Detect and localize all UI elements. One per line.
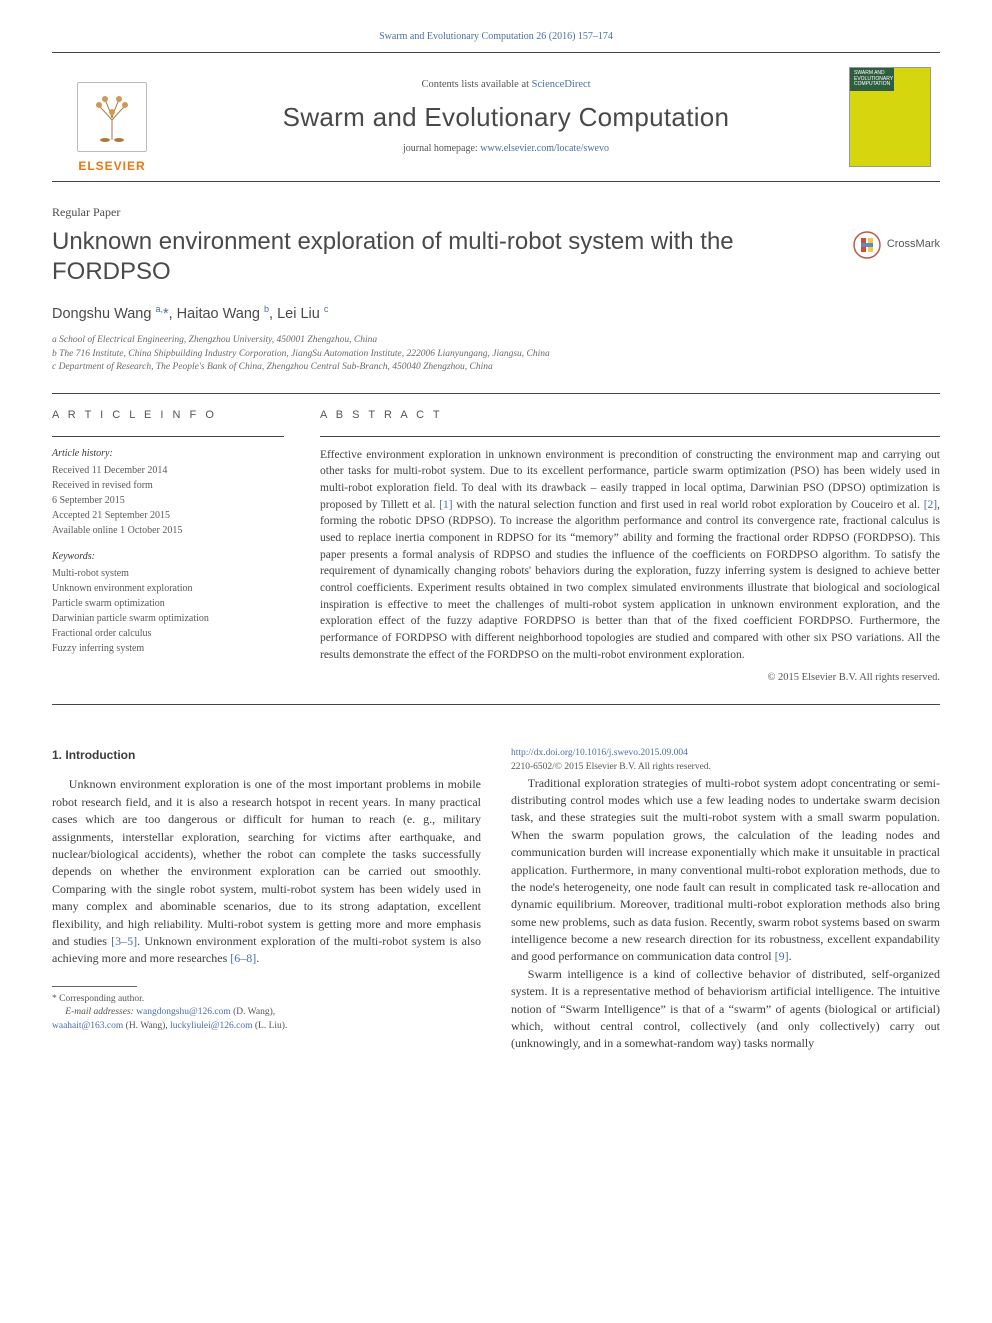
rule-abs bbox=[320, 436, 940, 437]
contents-line: Contents lists available at ScienceDirec… bbox=[172, 78, 840, 93]
section-number: 1. bbox=[52, 748, 62, 762]
history-item: Received 11 December 2014 bbox=[52, 463, 284, 478]
keyword: Unknown environment exploration bbox=[52, 581, 284, 596]
abstract-copyright: © 2015 Elsevier B.V. All rights reserved… bbox=[320, 671, 940, 686]
masthead-center: Contents lists available at ScienceDirec… bbox=[172, 53, 840, 181]
crossmark-label: CrossMark bbox=[887, 237, 940, 252]
affiliations: a School of Electrical Engineering, Zhen… bbox=[52, 334, 940, 375]
abstract-col: A B S T R A C T Effective environment ex… bbox=[320, 408, 940, 686]
abstract-text: Effective environment exploration in unk… bbox=[320, 447, 940, 664]
doi-link[interactable]: http://dx.doi.org/10.1016/j.swevo.2015.0… bbox=[511, 748, 688, 758]
email-who: (L. Liu) bbox=[255, 1021, 285, 1031]
body-columns: 1. Introduction Unknown environment expl… bbox=[52, 747, 940, 1053]
publisher-block: ELSEVIER bbox=[52, 53, 172, 181]
email-who: (H. Wang) bbox=[126, 1021, 166, 1031]
corresponding-footnote: * Corresponding author. E-mail addresses… bbox=[52, 993, 481, 1034]
body-para: Traditional exploration strategies of mu… bbox=[511, 775, 940, 966]
info-row: A R T I C L E I N F O Article history: R… bbox=[52, 394, 940, 704]
keyword: Multi-robot system bbox=[52, 566, 284, 581]
cover-thumbnail: SWARM AND EVOLUTIONARY COMPUTATION bbox=[849, 67, 931, 167]
author-line: Dongshu Wang a,*, Haitao Wang b, Lei Liu… bbox=[52, 303, 940, 324]
email-who: (D. Wang) bbox=[233, 1007, 273, 1017]
email-link[interactable]: wangdongshu@126.com bbox=[136, 1007, 231, 1017]
footnote-separator bbox=[52, 986, 137, 987]
section-heading: 1. Introduction bbox=[52, 747, 481, 764]
history-label: Article history: bbox=[52, 447, 284, 461]
affiliation: c Department of Research, The People's B… bbox=[52, 361, 940, 375]
history-item: Available online 1 October 2015 bbox=[52, 523, 284, 538]
publisher-name: ELSEVIER bbox=[78, 158, 145, 175]
keyword: Darwinian particle swarm optimization bbox=[52, 611, 284, 626]
history-item: Received in revised form bbox=[52, 478, 284, 493]
corr-label: * Corresponding author. bbox=[52, 993, 481, 1007]
journal-cover: SWARM AND EVOLUTIONARY COMPUTATION bbox=[840, 53, 940, 181]
email-label: E-mail addresses: bbox=[65, 1007, 134, 1017]
homepage-prefix: journal homepage: bbox=[403, 143, 480, 154]
body-para: Unknown environment exploration is one o… bbox=[52, 776, 481, 967]
journal-citation: Swarm and Evolutionary Computation 26 (2… bbox=[52, 30, 940, 44]
affiliation: a School of Electrical Engineering, Zhen… bbox=[52, 334, 940, 348]
rule-ai bbox=[52, 436, 284, 437]
history-list: Received 11 December 2014 Received in re… bbox=[52, 463, 284, 538]
abstract-heading: A B S T R A C T bbox=[320, 408, 940, 423]
body-para: Swarm intelligence is a kind of collecti… bbox=[511, 966, 940, 1053]
homepage-link[interactable]: www.elsevier.com/locate/swevo bbox=[480, 143, 609, 154]
publisher-tree-icon bbox=[77, 82, 147, 152]
article-info-heading: A R T I C L E I N F O bbox=[52, 408, 284, 423]
doi-block: http://dx.doi.org/10.1016/j.swevo.2015.0… bbox=[511, 747, 940, 775]
issn-line: 2210-6502/© 2015 Elsevier B.V. All right… bbox=[511, 762, 711, 772]
keywords-list: Multi-robot system Unknown environment e… bbox=[52, 566, 284, 656]
journal-title: Swarm and Evolutionary Computation bbox=[172, 99, 840, 135]
article-title: Unknown environment exploration of multi… bbox=[52, 227, 792, 287]
sciencedirect-link[interactable]: ScienceDirect bbox=[532, 79, 591, 90]
keyword: Particle swarm optimization bbox=[52, 596, 284, 611]
rule-bottom bbox=[52, 704, 940, 705]
history-item: Accepted 21 September 2015 bbox=[52, 508, 284, 523]
cover-strip: SWARM AND EVOLUTIONARY COMPUTATION bbox=[850, 68, 894, 91]
homepage-line: journal homepage: www.elsevier.com/locat… bbox=[172, 142, 840, 156]
section-title: Introduction bbox=[65, 748, 135, 762]
contents-prefix: Contents lists available at bbox=[421, 79, 531, 90]
article-type: Regular Paper bbox=[52, 204, 940, 221]
keyword: Fuzzy inferring system bbox=[52, 641, 284, 656]
crossmark-icon bbox=[853, 231, 881, 259]
email-link[interactable]: waahait@163.com bbox=[52, 1021, 123, 1031]
crossmark-badge[interactable]: CrossMark bbox=[853, 227, 940, 259]
keyword: Fractional order calculus bbox=[52, 626, 284, 641]
email-link[interactable]: luckyliulei@126.com bbox=[170, 1021, 252, 1031]
article-info-col: A R T I C L E I N F O Article history: R… bbox=[52, 408, 284, 686]
history-item: 6 September 2015 bbox=[52, 493, 284, 508]
masthead: ELSEVIER Contents lists available at Sci… bbox=[52, 52, 940, 182]
keywords-label: Keywords: bbox=[52, 550, 284, 564]
affiliation: b The 716 Institute, China Shipbuilding … bbox=[52, 348, 940, 362]
